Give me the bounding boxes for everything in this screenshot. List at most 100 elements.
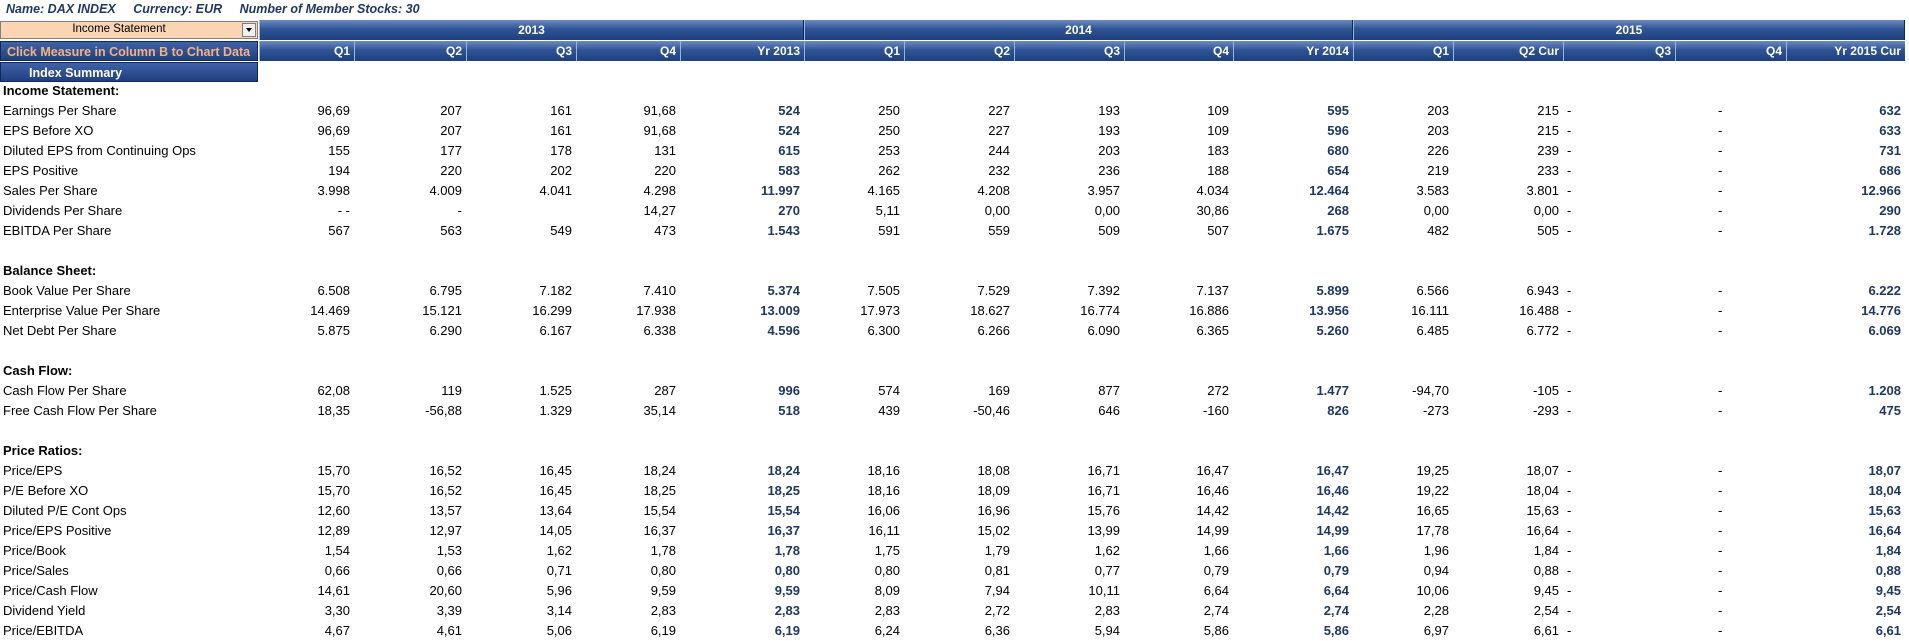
value-cell: - [1567,383,1572,398]
measure-label[interactable]: EBITDA Per Share [3,223,112,238]
value-cell: 12,60 [317,503,350,518]
chevron-down-icon[interactable] [242,23,256,37]
measure-label[interactable]: Price/Cash Flow [3,583,98,598]
measure-label[interactable]: Free Cash Flow Per Share [3,403,157,418]
value-cell: 9,59 [650,583,676,598]
value-cell: - [1567,543,1572,558]
year-total-cell: 14.776 [1861,303,1901,318]
value-cell: 244 [988,143,1010,158]
measure-label[interactable]: EPS Before XO [3,123,94,138]
year-total-cell: 1.675 [1316,223,1349,238]
measure-label[interactable]: Sales Per Share [3,183,98,198]
measure-label[interactable]: EPS Positive [3,163,79,178]
measure-label[interactable]: Price/EPS [3,463,63,478]
statement-selector[interactable]: Income Statement [0,21,258,39]
value-cell: 96,69 [317,103,350,118]
section-title: Cash Flow: [3,363,73,378]
measure-label[interactable]: Net Debt Per Share [3,323,117,338]
value-cell: 91,68 [643,123,676,138]
year-total-cell: 1.728 [1868,223,1901,238]
year-total-cell: 0,79 [1323,563,1349,578]
table-row: EPS Before XO 96,69 207 161 91,68 524 250 227 19… [0,121,1909,141]
value-cell: 203 [1427,103,1449,118]
value-cell: 194 [328,163,350,178]
year-total-cell: 5.899 [1316,283,1349,298]
year-total-cell: 996 [778,383,800,398]
year-total-cell: 632 [1879,103,1901,118]
value-cell: 18,35 [317,403,350,418]
measure-label[interactable]: Cash Flow Per Share [3,383,127,398]
value-cell: 1,62 [1094,543,1120,558]
value-cell: 262 [878,163,900,178]
measure-label[interactable]: Price/EBITDA [3,623,84,638]
value-cell: 0,00 [984,203,1010,218]
measure-label[interactable]: Diluted EPS from Continuing Ops [3,143,196,158]
measure-label[interactable]: Dividend Yield [3,603,86,618]
year-total-cell: 6,64 [1323,583,1349,598]
column-header: Yr 2014 [1233,41,1353,61]
value-cell: - [1567,563,1572,578]
year-total-cell: 524 [778,103,800,118]
statement-selector-value: Income Statement [72,23,166,35]
column-header: Q1 [804,41,904,61]
currency-label: Currency: EUR [133,2,223,16]
value-cell: 14,61 [317,583,350,598]
measure-label[interactable]: Book Value Per Share [3,283,131,298]
value-cell: 16,11 [868,523,900,538]
measure-label[interactable]: Earnings Per Share [3,103,117,118]
measure-label[interactable]: P/E Before XO [3,483,89,498]
table-row: Price/Cash Flow 14,61 20,60 5,96 9,59 9,59 8,0… [0,581,1909,601]
value-cell: 6.090 [1087,323,1120,338]
value-cell: 4,67 [324,623,350,638]
year-total-cell: 15,63 [1868,503,1901,518]
measure-label[interactable]: Price/EPS Positive [3,523,112,538]
value-cell: 18,16 [867,463,900,478]
index-summary-button[interactable]: Index Summary [0,62,258,82]
value-cell: - [1567,123,1572,138]
year-header-2015: 2015 [1353,20,1905,40]
year-total-cell: 686 [1879,163,1901,178]
value-cell: - [1567,163,1572,178]
value-cell: 0,80 [650,563,676,578]
value-cell: 4.041 [539,183,572,198]
year-total-cell: 615 [778,143,800,158]
sheet-info: Name: DAX INDEX Currency: EUR Number of … [6,2,434,18]
value-cell: 482 [1427,223,1449,238]
measure-label[interactable]: Price/Sales [3,563,69,578]
member-count: Number of Member Stocks: 30 [239,2,420,16]
value-cell: 250 [878,123,900,138]
table-row: Sales Per Share 3.998 4.009 4.041 4.298 11.99… [0,181,1909,201]
value-cell: 16,52 [429,463,462,478]
value-cell: 7.137 [1196,283,1229,298]
value-cell: 203 [1098,143,1120,158]
value-cell: 4.208 [977,183,1010,198]
column-header: Q4 [1675,41,1786,61]
value-cell: - [1718,323,1723,338]
value-cell: 13,64 [539,503,572,518]
column-header: Q2 [354,41,466,61]
value-cell: 0,00 [1423,203,1449,218]
measure-label[interactable]: Diluted P/E Cont Ops [3,503,127,518]
measure-label[interactable]: Dividends Per Share [3,203,123,218]
value-cell: 16,46 [1196,483,1229,498]
section-header: Balance Sheet: [0,261,1909,281]
value-cell: 239 [1537,143,1559,158]
year-total-cell: 5,86 [1323,623,1349,638]
value-cell: 4,61 [436,623,462,638]
value-cell: 16,65 [1416,503,1449,518]
value-cell: 12,89 [317,523,350,538]
year-total-cell: 2,74 [1323,603,1349,618]
chart-data-button[interactable]: Click Measure in Column B to Chart Data [0,41,258,61]
section-header: Price Ratios: [0,441,1909,461]
value-cell: 227 [988,123,1010,138]
value-cell: 6,24 [874,623,900,638]
measure-label[interactable]: Enterprise Value Per Share [3,303,161,318]
value-cell: - [1718,623,1723,638]
value-cell: 2,83 [874,603,900,618]
measure-label[interactable]: Price/Book [3,543,66,558]
value-cell: - [1718,583,1723,598]
value-cell: - [1718,183,1723,198]
value-cell: 16,64 [1526,523,1559,538]
value-cell: 14,05 [539,523,572,538]
year-total-cell: 4.596 [767,323,800,338]
